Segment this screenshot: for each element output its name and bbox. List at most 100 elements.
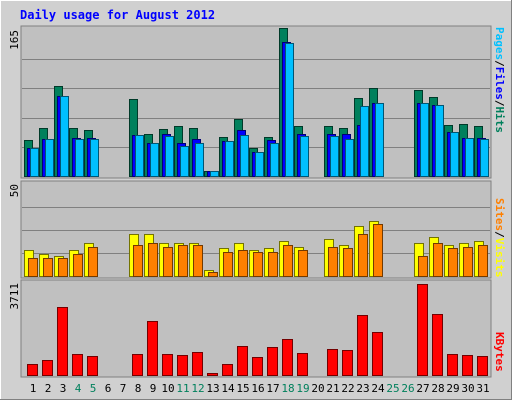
day-label-20: 20 <box>311 382 324 395</box>
bar-pages-day-17 <box>270 143 279 177</box>
bar-sites-day-15 <box>238 250 248 277</box>
bar-kbytes-day-9 <box>147 321 158 376</box>
bar-pages-day-12 <box>195 143 204 177</box>
bar-kbytes-day-16 <box>252 357 263 376</box>
bar-sites-day-14 <box>223 252 233 277</box>
day-label-24: 24 <box>371 382 385 395</box>
bar-kbytes-day-21 <box>327 349 338 376</box>
bar-kbytes-day-12 <box>192 352 203 376</box>
legend-pages: Pages <box>493 27 506 60</box>
bar-pages-day-10 <box>165 136 174 177</box>
day-label-5: 5 <box>90 382 97 395</box>
bar-sites-day-29 <box>448 248 458 277</box>
bar-sites-day-31 <box>478 245 488 277</box>
legend-sep: / <box>493 231 506 238</box>
day-label-28: 28 <box>431 382 444 395</box>
day-label-25: 25 <box>386 382 399 395</box>
day-axis-labels: 1 2 3 4 5 6 7 8 9 10 11 12 13 14 15 16 17 18 19 20 21 22 23 24 2… <box>30 382 490 395</box>
bar-sites-day-21 <box>328 247 338 277</box>
middle-panel-legend: Sites/Visits <box>493 198 506 278</box>
bar-pages-day-1 <box>30 148 39 177</box>
bar-pages-day-4 <box>75 139 84 177</box>
day-label-26: 26 <box>401 382 414 395</box>
bar-kbytes-day-29 <box>447 354 458 376</box>
day-label-21: 21 <box>326 382 339 395</box>
bar-pages-day-21 <box>330 136 339 177</box>
bar-sites-day-18 <box>283 245 293 277</box>
bar-pages-day-11 <box>180 146 189 177</box>
bar-sites-day-27 <box>418 256 428 277</box>
bar-sites-day-13 <box>208 272 218 277</box>
bar-pages-day-9 <box>150 143 159 177</box>
bar-marks <box>24 28 489 376</box>
day-label-19: 19 <box>296 382 309 395</box>
bar-kbytes-day-8 <box>132 354 143 376</box>
bar-kbytes-day-30 <box>462 355 473 376</box>
day-label-4: 4 <box>75 382 82 395</box>
day-label-17: 17 <box>266 382 279 395</box>
top-panel-legend: Pages/Files/Hits <box>493 27 506 133</box>
day-label-3: 3 <box>60 382 67 395</box>
bar-sites-day-10 <box>163 247 173 277</box>
bar-kbytes-day-14 <box>222 364 233 376</box>
bar-sites-day-19 <box>298 250 308 277</box>
bottom-panel-max-label: 3711 <box>8 283 21 310</box>
bar-sites-day-23 <box>358 234 368 277</box>
day-label-7: 7 <box>120 382 127 395</box>
day-label-10: 10 <box>161 382 174 395</box>
bar-sites-day-28 <box>433 243 443 277</box>
bar-kbytes-day-31 <box>477 356 488 376</box>
bar-pages-day-13 <box>210 171 219 177</box>
bar-pages-day-15 <box>240 135 249 177</box>
bar-sites-day-8 <box>133 245 143 277</box>
chart-title: Daily usage for August 2012 <box>20 8 215 22</box>
day-label-23: 23 <box>356 382 369 395</box>
day-label-14: 14 <box>221 382 235 395</box>
day-label-1: 1 <box>30 382 37 395</box>
bar-sites-day-30 <box>463 247 473 277</box>
bar-pages-day-19 <box>300 136 309 177</box>
bar-pages-day-14 <box>225 141 234 177</box>
bar-pages-day-3 <box>60 96 69 177</box>
bar-sites-day-9 <box>148 243 158 277</box>
bar-kbytes-day-5 <box>87 356 98 376</box>
bar-kbytes-day-23 <box>357 315 368 376</box>
bar-sites-day-22 <box>343 248 353 277</box>
bar-pages-day-8 <box>135 135 144 177</box>
bar-pages-day-5 <box>90 139 99 177</box>
legend-sep: / <box>493 60 506 67</box>
legend-sep: / <box>493 100 506 107</box>
day-label-8: 8 <box>135 382 142 395</box>
legend-visits: Visits <box>493 238 506 278</box>
bar-pages-day-29 <box>450 132 459 177</box>
bar-kbytes-day-3 <box>57 307 68 376</box>
legend-sites: Sites <box>493 198 506 231</box>
bar-kbytes-day-28 <box>432 314 443 376</box>
bar-kbytes-day-2 <box>42 360 53 376</box>
bar-kbytes-day-15 <box>237 346 248 376</box>
bar-kbytes-day-24 <box>372 332 383 376</box>
day-label-9: 9 <box>150 382 157 395</box>
bar-sites-day-2 <box>43 258 53 277</box>
bar-pages-day-28 <box>435 105 444 177</box>
bar-sites-day-24 <box>373 224 383 277</box>
bar-kbytes-day-18 <box>282 339 293 376</box>
day-label-31: 31 <box>476 382 489 395</box>
bar-kbytes-day-19 <box>297 353 308 376</box>
bar-kbytes-day-13 <box>207 373 218 376</box>
day-label-16: 16 <box>251 382 264 395</box>
bar-kbytes-day-11 <box>177 355 188 376</box>
bar-pages-day-16 <box>255 152 264 177</box>
day-label-13: 13 <box>206 382 219 395</box>
day-label-12: 12 <box>191 382 204 395</box>
bottom-panel-legend: KBytes <box>493 332 506 372</box>
day-label-18: 18 <box>281 382 294 395</box>
bar-pages-day-31 <box>480 139 489 177</box>
bar-kbytes-day-27 <box>417 284 428 376</box>
bar-pages-day-22 <box>345 139 354 177</box>
legend-hits: Hits <box>493 107 506 134</box>
bar-pages-day-23 <box>360 106 369 177</box>
day-label-29: 29 <box>446 382 459 395</box>
bar-pages-day-2 <box>45 139 54 177</box>
